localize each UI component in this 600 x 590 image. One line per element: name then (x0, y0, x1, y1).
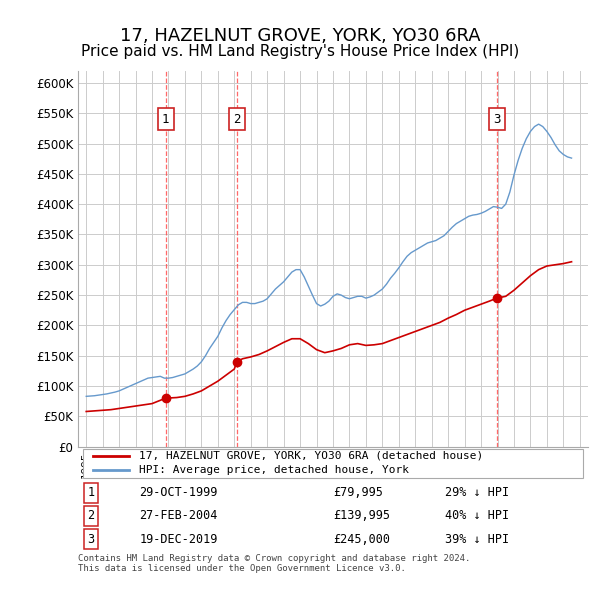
Text: £139,995: £139,995 (333, 509, 390, 523)
Text: 2: 2 (87, 509, 94, 523)
Text: 17, HAZELNUT GROVE, YORK, YO30 6RA: 17, HAZELNUT GROVE, YORK, YO30 6RA (119, 27, 481, 45)
Text: £79,995: £79,995 (333, 486, 383, 499)
Text: 29-OCT-1999: 29-OCT-1999 (139, 486, 218, 499)
Text: 2: 2 (233, 113, 241, 126)
Text: 40% ↓ HPI: 40% ↓ HPI (445, 509, 509, 523)
Text: 39% ↓ HPI: 39% ↓ HPI (445, 533, 509, 546)
Text: 3: 3 (87, 533, 94, 546)
Text: 27-FEB-2004: 27-FEB-2004 (139, 509, 218, 523)
Text: 1: 1 (162, 113, 169, 126)
FancyBboxPatch shape (83, 449, 583, 478)
Text: 3: 3 (493, 113, 500, 126)
Text: Contains HM Land Registry data © Crown copyright and database right 2024.
This d: Contains HM Land Registry data © Crown c… (78, 553, 470, 573)
Text: 17, HAZELNUT GROVE, YORK, YO30 6RA (detached house): 17, HAZELNUT GROVE, YORK, YO30 6RA (deta… (139, 451, 484, 461)
Text: 29% ↓ HPI: 29% ↓ HPI (445, 486, 509, 499)
Text: Price paid vs. HM Land Registry's House Price Index (HPI): Price paid vs. HM Land Registry's House … (81, 44, 519, 59)
Text: 1: 1 (87, 486, 94, 499)
Text: HPI: Average price, detached house, York: HPI: Average price, detached house, York (139, 466, 409, 476)
Text: 19-DEC-2019: 19-DEC-2019 (139, 533, 218, 546)
Text: £245,000: £245,000 (333, 533, 390, 546)
